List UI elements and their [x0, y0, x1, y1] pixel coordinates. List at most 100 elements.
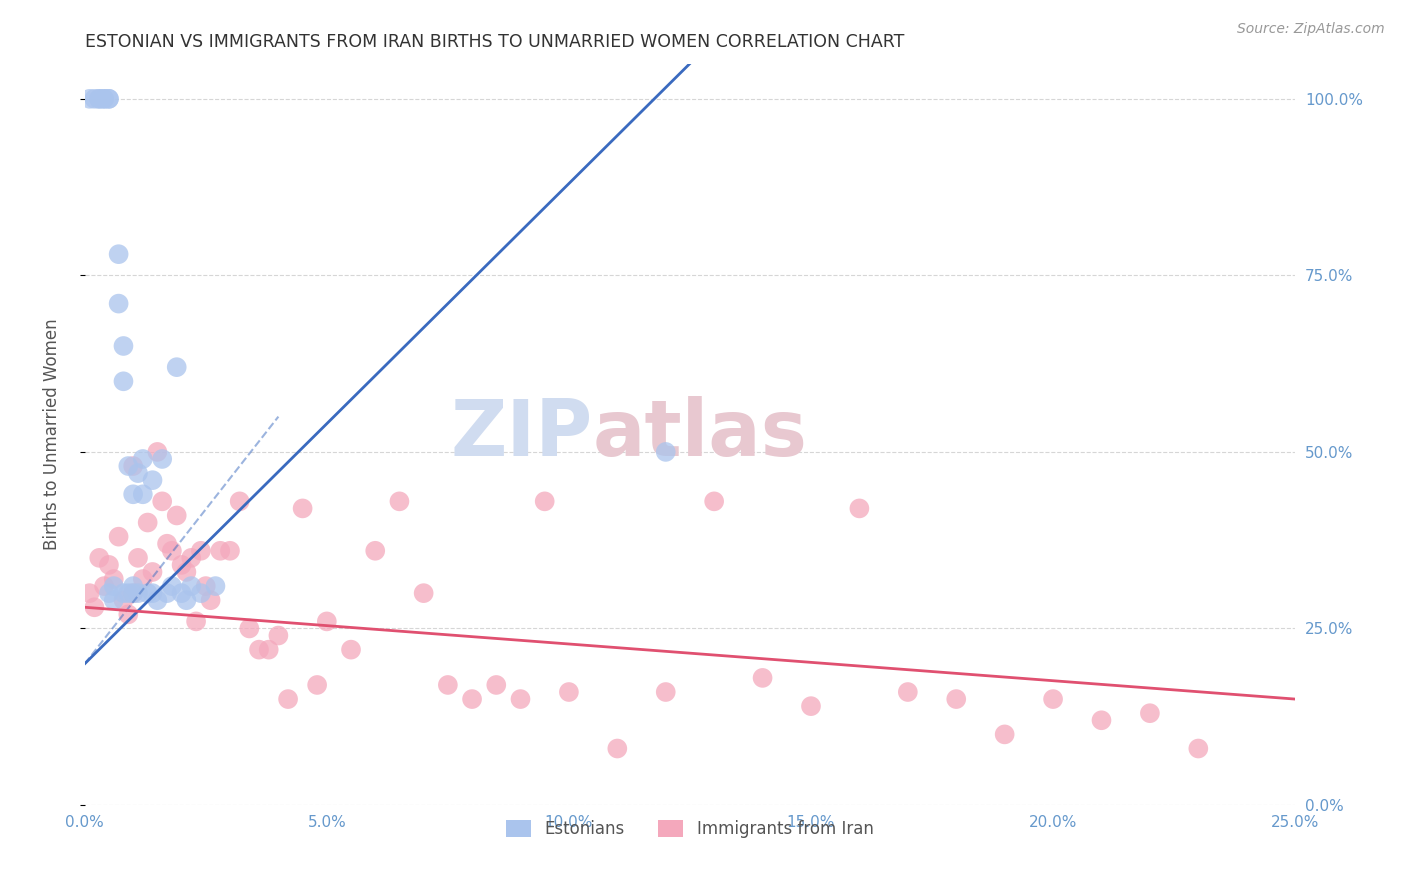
Point: [112, 374, 135, 388]
Legend: Estonians, Immigrants from Iran: Estonians, Immigrants from Iran: [499, 814, 880, 845]
Point: [112, 339, 135, 353]
Point: [141, 473, 163, 487]
Point: [509, 692, 531, 706]
Point: [156, 586, 179, 600]
Point: [200, 593, 222, 607]
Point: [117, 458, 139, 473]
Point: [132, 452, 155, 467]
Point: [107, 247, 129, 261]
Text: ZIP: ZIP: [451, 396, 593, 472]
Point: [219, 543, 242, 558]
Point: [122, 579, 145, 593]
Point: [606, 741, 628, 756]
Point: [146, 593, 169, 607]
Point: [533, 494, 555, 508]
Point: [1042, 692, 1064, 706]
Point: [364, 543, 387, 558]
Point: [340, 642, 363, 657]
Point: [558, 685, 581, 699]
Point: [1187, 741, 1209, 756]
Point: [257, 642, 280, 657]
Point: [485, 678, 508, 692]
Point: [209, 543, 232, 558]
Point: [83, 92, 105, 106]
Point: [1139, 706, 1161, 721]
Point: [277, 692, 299, 706]
Point: [156, 537, 179, 551]
Point: [194, 579, 217, 593]
Point: [1090, 713, 1112, 727]
Point: [93, 579, 115, 593]
Point: [412, 586, 434, 600]
Point: [160, 543, 183, 558]
Point: [945, 692, 967, 706]
Point: [190, 586, 212, 600]
Point: [247, 642, 270, 657]
Text: atlas: atlas: [593, 396, 808, 472]
Point: [315, 615, 337, 629]
Point: [800, 699, 823, 714]
Point: [160, 579, 183, 593]
Point: [238, 622, 260, 636]
Point: [122, 586, 145, 600]
Point: [107, 296, 129, 310]
Point: [176, 565, 198, 579]
Point: [122, 487, 145, 501]
Point: [654, 685, 676, 699]
Point: [848, 501, 870, 516]
Point: [132, 487, 155, 501]
Point: [89, 92, 111, 106]
Point: [89, 550, 111, 565]
Point: [180, 550, 202, 565]
Point: [204, 579, 226, 593]
Point: [267, 628, 290, 642]
Point: [122, 458, 145, 473]
Point: [127, 586, 149, 600]
Point: [166, 508, 188, 523]
Point: [897, 685, 920, 699]
Point: [388, 494, 411, 508]
Y-axis label: Births to Unmarried Women: Births to Unmarried Women: [44, 318, 60, 550]
Point: [112, 586, 135, 600]
Point: [79, 586, 101, 600]
Point: [132, 572, 155, 586]
Point: [93, 92, 115, 106]
Point: [103, 579, 125, 593]
Point: [146, 445, 169, 459]
Point: [141, 586, 163, 600]
Point: [89, 92, 111, 106]
Point: [751, 671, 773, 685]
Point: [136, 516, 159, 530]
Point: [703, 494, 725, 508]
Point: [97, 586, 120, 600]
Point: [97, 92, 120, 106]
Point: [83, 600, 105, 615]
Point: [112, 593, 135, 607]
Point: [176, 593, 198, 607]
Point: [117, 586, 139, 600]
Point: [136, 586, 159, 600]
Point: [184, 615, 207, 629]
Point: [150, 452, 173, 467]
Point: [127, 466, 149, 480]
Point: [291, 501, 314, 516]
Point: [170, 586, 193, 600]
Point: [166, 360, 188, 375]
Point: [122, 586, 145, 600]
Point: [127, 550, 149, 565]
Text: ESTONIAN VS IMMIGRANTS FROM IRAN BIRTHS TO UNMARRIED WOMEN CORRELATION CHART: ESTONIAN VS IMMIGRANTS FROM IRAN BIRTHS …: [84, 33, 904, 51]
Point: [150, 494, 173, 508]
Text: Source: ZipAtlas.com: Source: ZipAtlas.com: [1237, 22, 1385, 37]
Point: [97, 92, 120, 106]
Point: [103, 572, 125, 586]
Point: [180, 579, 202, 593]
Point: [654, 445, 676, 459]
Point: [117, 607, 139, 622]
Point: [994, 727, 1017, 741]
Point: [103, 593, 125, 607]
Point: [93, 92, 115, 106]
Point: [107, 530, 129, 544]
Point: [79, 92, 101, 106]
Point: [170, 558, 193, 572]
Point: [97, 558, 120, 572]
